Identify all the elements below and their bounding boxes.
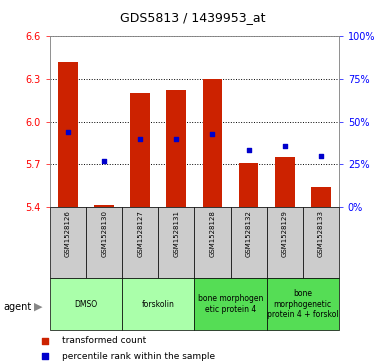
Bar bbox=[239, 163, 258, 207]
Bar bbox=[203, 79, 223, 207]
Bar bbox=[194, 278, 266, 330]
Text: GSM1528126: GSM1528126 bbox=[65, 211, 71, 257]
Point bbox=[281, 143, 288, 149]
Text: ▶: ▶ bbox=[33, 302, 42, 312]
Point bbox=[65, 129, 71, 134]
Bar bbox=[122, 278, 194, 330]
Point bbox=[266, 283, 273, 289]
Bar bbox=[50, 207, 86, 278]
Text: transformed count: transformed count bbox=[62, 336, 146, 345]
Text: bone
morphogenetic
protein 4 + forskol: bone morphogenetic protein 4 + forskol bbox=[267, 289, 338, 319]
Text: DMSO: DMSO bbox=[75, 299, 98, 309]
Bar bbox=[303, 207, 339, 278]
Text: GSM1528130: GSM1528130 bbox=[101, 211, 107, 257]
Text: GSM1528132: GSM1528132 bbox=[246, 211, 251, 257]
Bar bbox=[311, 187, 331, 207]
Bar bbox=[158, 207, 194, 278]
Bar bbox=[122, 207, 158, 278]
Point bbox=[101, 159, 107, 164]
Point bbox=[173, 136, 179, 142]
Bar bbox=[166, 90, 186, 207]
Bar bbox=[231, 207, 266, 278]
Bar bbox=[50, 278, 122, 330]
Bar bbox=[266, 207, 303, 278]
Bar bbox=[275, 157, 295, 207]
Text: GSM1528128: GSM1528128 bbox=[209, 211, 216, 257]
Text: GSM1528129: GSM1528129 bbox=[282, 211, 288, 257]
Point bbox=[266, 143, 273, 148]
Point bbox=[318, 153, 324, 159]
Text: GSM1528127: GSM1528127 bbox=[137, 211, 143, 257]
Text: GSM1528131: GSM1528131 bbox=[173, 211, 179, 257]
Bar bbox=[58, 62, 78, 207]
Text: agent: agent bbox=[4, 302, 32, 312]
Bar bbox=[266, 278, 339, 330]
Bar bbox=[194, 207, 231, 278]
Point bbox=[137, 136, 143, 142]
Bar bbox=[94, 205, 114, 207]
Point bbox=[246, 147, 252, 153]
Text: percentile rank within the sample: percentile rank within the sample bbox=[62, 352, 215, 361]
Point bbox=[209, 131, 216, 137]
Text: GSM1528133: GSM1528133 bbox=[318, 211, 324, 257]
Text: GDS5813 / 1439953_at: GDS5813 / 1439953_at bbox=[120, 11, 265, 24]
Text: bone morphogen
etic protein 4: bone morphogen etic protein 4 bbox=[198, 294, 263, 314]
Bar bbox=[131, 93, 150, 207]
Bar bbox=[86, 207, 122, 278]
Text: forskolin: forskolin bbox=[142, 299, 175, 309]
